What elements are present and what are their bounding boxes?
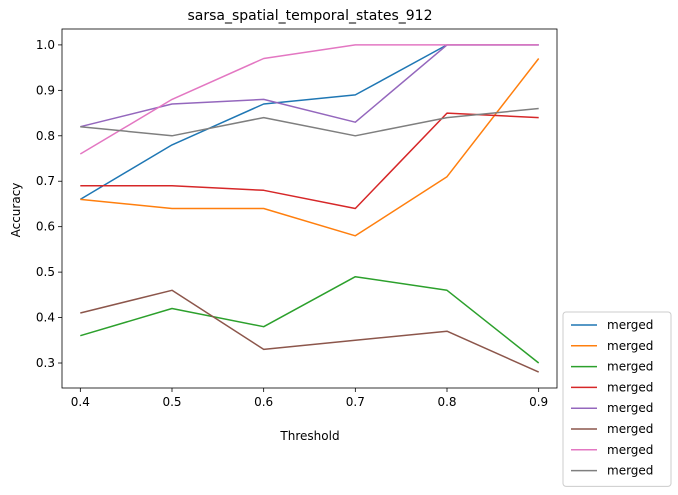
series-line-2 [80, 58, 540, 237]
x-tick-label: 0.6 [254, 395, 273, 409]
y-tick-label: 0.7 [36, 174, 55, 188]
y-tick-label: 1.0 [36, 38, 55, 52]
legend-label-7: merged [607, 443, 653, 457]
plot-frame [61, 28, 558, 389]
legend-box [562, 311, 672, 487]
series-line-1 [79, 44, 539, 201]
chart-title: sarsa_spatial_temporal_states_912 [187, 8, 432, 24]
y-tick-label: 0.3 [36, 356, 55, 370]
legend-label-1: merged [607, 318, 653, 332]
y-axis-label: Accuracy [9, 183, 23, 238]
x-tick-label: 0.5 [162, 395, 181, 409]
y-tick-label: 0.8 [36, 129, 55, 143]
series-line-4 [80, 112, 539, 210]
y-tick-label: 0.6 [36, 220, 55, 234]
x-tick-label: 0.8 [437, 395, 456, 409]
x-tick-label: 0.7 [346, 395, 365, 409]
series-line-7 [79, 44, 539, 155]
y-tick-label: 0.5 [36, 265, 55, 279]
y-tick-label: 0.4 [36, 311, 55, 325]
x-tick-label: 0.4 [71, 395, 90, 409]
series-line-3 [80, 275, 540, 364]
y-axis: 0.3 0.4 0.5 0.6 0.7 0.8 0.9 1.0 [36, 38, 62, 370]
legend: merged merged merged merged merged merged merg… [562, 311, 672, 487]
legend-label-6: merged [607, 422, 653, 436]
legend-label-5: merged [607, 401, 653, 415]
legend-label-4: merged [607, 380, 653, 394]
x-axis-label: Threshold [279, 429, 339, 443]
series-line-8 [80, 107, 539, 137]
x-tick-label: 0.9 [529, 395, 548, 409]
legend-label-2: merged [607, 339, 653, 353]
series-line-6 [80, 289, 540, 373]
x-axis: 0.4 0.5 0.6 0.7 0.8 0.9 [71, 388, 548, 409]
legend-label-8: merged [607, 464, 653, 478]
legend-label-3: merged [607, 360, 653, 374]
plot-area [61, 28, 558, 389]
y-tick-label: 0.9 [36, 83, 55, 97]
